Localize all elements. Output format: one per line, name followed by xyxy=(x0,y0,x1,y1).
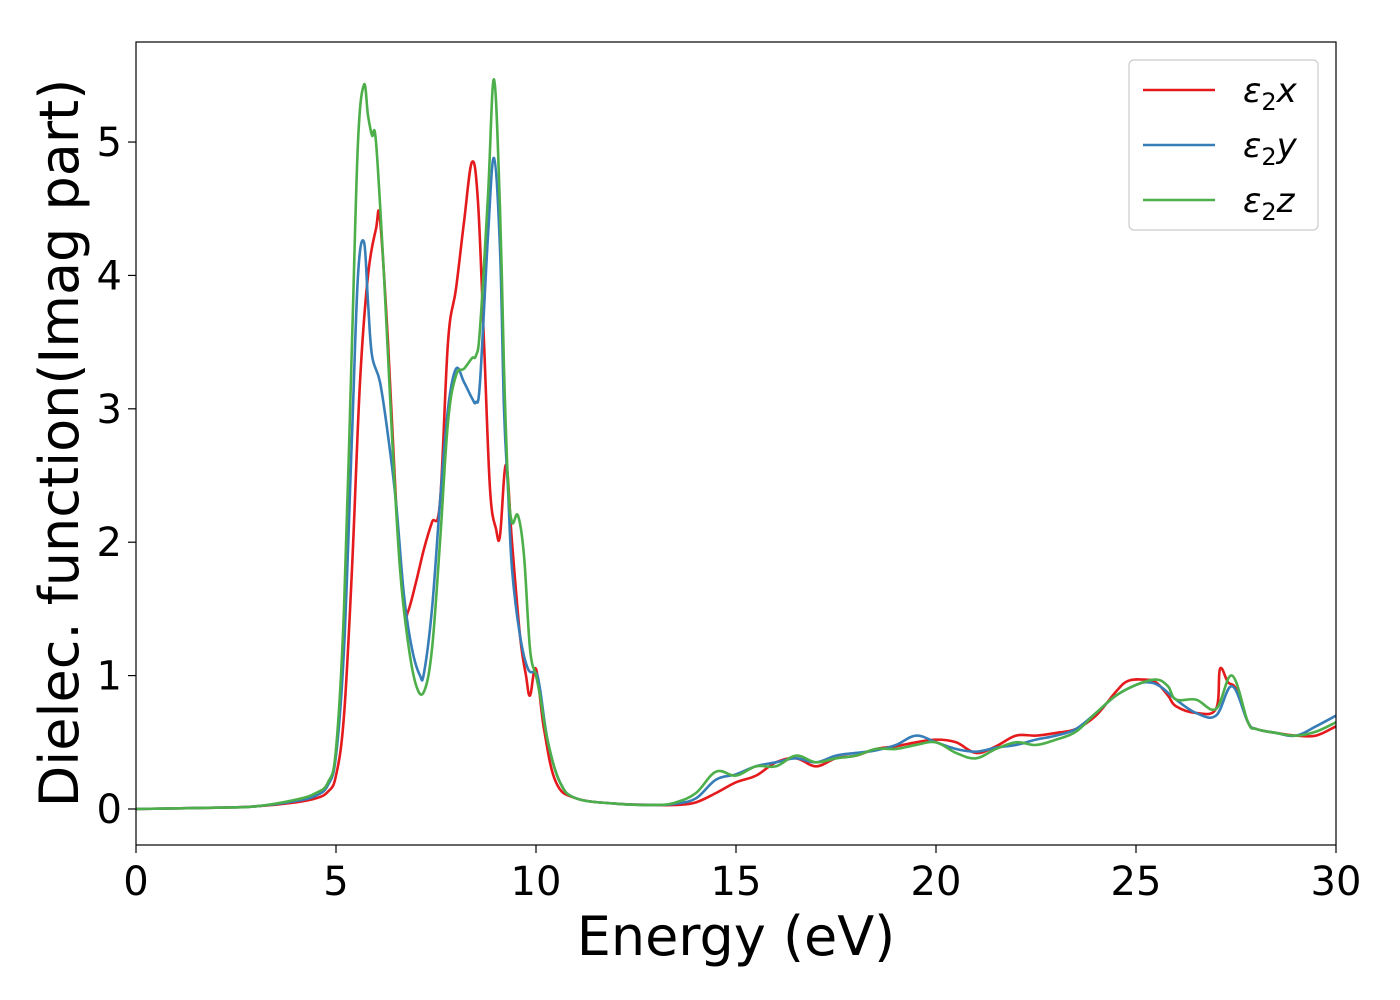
x-tick-label: 10 xyxy=(511,859,562,905)
x-tick-label: 15 xyxy=(711,859,762,905)
legend-label-z: ε2z xyxy=(1243,181,1296,226)
y-axis-label: Dielec. function(Imag part) xyxy=(28,79,91,808)
legend: ε2x ε2y ε2z xyxy=(1128,59,1319,231)
y-tick-label: 3 xyxy=(97,387,122,433)
y-tick-label: 4 xyxy=(97,253,122,299)
x-tick-label: 0 xyxy=(123,859,148,905)
y-tick-label: 0 xyxy=(97,787,122,833)
y-axis-ticks: 0 1 2 3 4 5 xyxy=(97,120,136,833)
legend-label-x: ε2x xyxy=(1243,71,1298,116)
series-lines xyxy=(135,78,1337,811)
x-tick-label: 30 xyxy=(1311,859,1362,905)
y-tick-label: 5 xyxy=(97,120,122,166)
series-line-z xyxy=(135,78,1337,811)
legend-box xyxy=(1128,59,1319,231)
x-tick-label: 25 xyxy=(1111,859,1162,905)
legend-label-y: ε2y xyxy=(1243,126,1298,171)
x-tick-label: 20 xyxy=(911,859,962,905)
x-axis-ticks: 0 5 10 15 20 25 30 xyxy=(123,845,1361,905)
x-axis-label: Energy (eV) xyxy=(577,905,896,968)
x-tick-label: 5 xyxy=(323,859,348,905)
y-tick-label: 1 xyxy=(97,654,122,700)
y-tick-label: 2 xyxy=(97,520,122,566)
